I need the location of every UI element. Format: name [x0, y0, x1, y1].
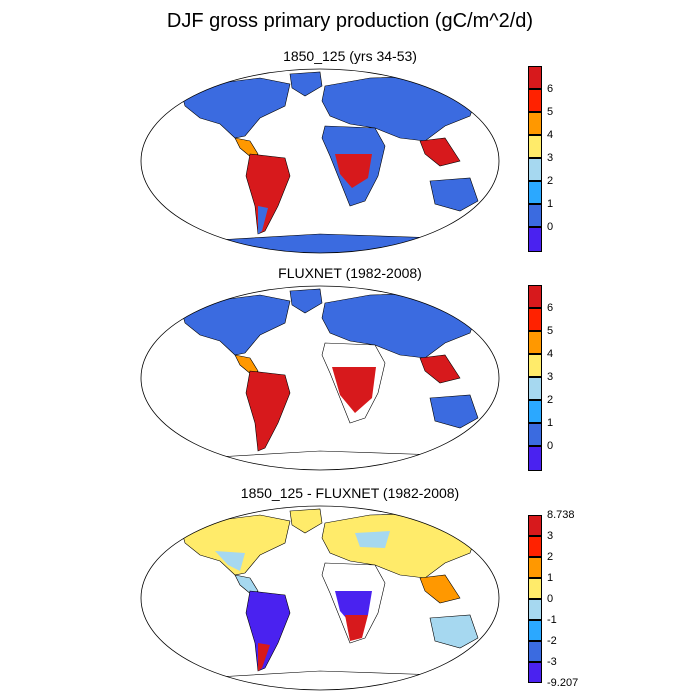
continent-north-america	[179, 77, 291, 139]
map-diff	[140, 505, 500, 691]
colorbar-label: 1	[547, 572, 554, 584]
colorbar-label: 3	[547, 371, 554, 383]
panel-title-diff: 1850_125 - FLUXNET (1982-2008)	[240, 485, 460, 501]
colorbar-label: 0	[547, 440, 554, 452]
continent-australia	[429, 394, 479, 429]
colorbar-label: 1	[547, 417, 554, 429]
panel-title-obs: FLUXNET (1982-2008)	[278, 265, 422, 281]
colorbar-label: 2	[547, 175, 554, 187]
continent-greenland	[289, 71, 323, 97]
continent-australia	[429, 177, 479, 212]
continent-north-america	[179, 294, 291, 356]
continent-north-america	[179, 514, 291, 576]
colorbar-label: 0	[547, 221, 554, 233]
continent-southeast-asia	[419, 137, 461, 167]
colorbar-label: 4	[547, 129, 554, 141]
continent-greenland	[289, 288, 323, 314]
colorbar-max-label: 8.738	[547, 509, 575, 521]
colorbar-label: 6	[547, 83, 554, 95]
colorbar-label: 6	[547, 302, 554, 314]
colorbar-label: 4	[547, 348, 554, 360]
colorbar-label: 5	[547, 106, 554, 118]
colorbar-label: 2	[547, 551, 554, 563]
figure-title: DJF gross primary production (gC/m^2/d)	[166, 10, 534, 32]
colorbar-label: 2	[547, 394, 554, 406]
continent-greenland	[289, 508, 323, 534]
colorbar-min-label: -9.207	[547, 677, 579, 689]
map-obs	[140, 285, 500, 471]
colorbar-label: 0	[547, 593, 554, 605]
continent-southeast-asia	[419, 354, 461, 384]
continent-southeast-asia	[419, 574, 461, 604]
continent-south-america	[245, 153, 291, 235]
colorbar-label: -2	[547, 635, 557, 647]
colorbar-label: 3	[547, 530, 554, 542]
continent-australia	[429, 614, 479, 649]
colorbar-label: 5	[547, 325, 554, 337]
panel-title-model: 1850_125 (yrs 34-53)	[283, 48, 417, 64]
colorbar-label: -3	[547, 656, 557, 668]
continent-south-america	[245, 370, 291, 452]
map-model	[140, 68, 500, 254]
continent-south-america	[245, 590, 291, 672]
colorbar-label: 3	[547, 152, 554, 164]
colorbar-label: -1	[547, 614, 557, 626]
colorbar-label: 1	[547, 198, 554, 210]
